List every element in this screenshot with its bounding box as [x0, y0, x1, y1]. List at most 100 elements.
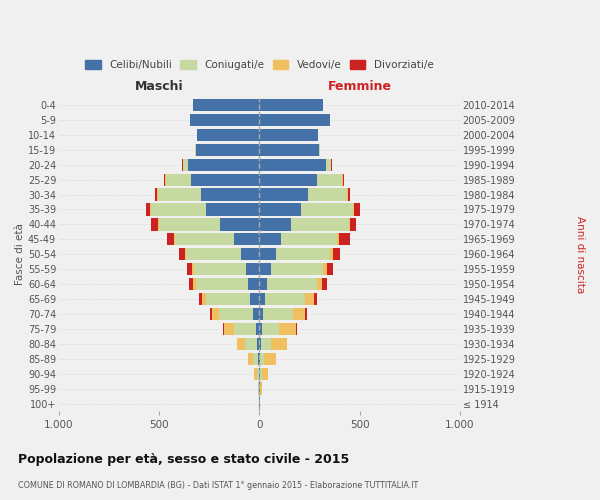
Bar — [189, 278, 193, 290]
Legend: Celibi/Nubili, Coniugati/e, Vedovi/e, Divorziati/e: Celibi/Nubili, Coniugati/e, Vedovi/e, Di… — [81, 56, 437, 74]
Bar — [329, 248, 332, 260]
Bar — [201, 188, 259, 200]
Bar — [223, 323, 224, 335]
Bar — [220, 218, 259, 230]
Bar — [185, 248, 241, 260]
Bar — [261, 338, 271, 350]
Bar — [193, 278, 196, 290]
Y-axis label: Fasce di età: Fasce di età — [15, 224, 25, 285]
Bar — [353, 204, 354, 216]
Bar — [158, 218, 220, 230]
Bar — [343, 174, 344, 186]
Bar — [259, 278, 267, 290]
Bar — [259, 382, 260, 394]
Bar — [291, 218, 349, 230]
Bar — [265, 293, 305, 305]
Bar — [151, 218, 158, 230]
Y-axis label: Anni di nascita: Anni di nascita — [575, 216, 585, 293]
Bar — [349, 218, 350, 230]
Bar — [259, 174, 317, 186]
Bar — [259, 308, 263, 320]
Bar — [179, 248, 185, 260]
Bar — [259, 128, 317, 141]
Bar — [235, 233, 259, 245]
Bar — [257, 368, 259, 380]
Bar — [257, 338, 259, 350]
Bar — [276, 248, 329, 260]
Bar — [259, 114, 329, 126]
Bar — [224, 323, 234, 335]
Bar — [197, 128, 259, 141]
Bar — [259, 338, 261, 350]
Bar — [196, 278, 248, 290]
Bar — [241, 248, 259, 260]
Bar — [166, 174, 191, 186]
Bar — [354, 204, 360, 216]
Bar — [158, 188, 201, 200]
Bar — [196, 144, 259, 156]
Bar — [347, 188, 348, 200]
Bar — [146, 204, 150, 216]
Bar — [245, 338, 257, 350]
Bar — [259, 99, 323, 111]
Bar — [305, 308, 307, 320]
Bar — [253, 352, 258, 365]
Bar — [191, 174, 259, 186]
Bar — [259, 323, 262, 335]
Bar — [256, 323, 259, 335]
Bar — [238, 338, 245, 350]
Bar — [260, 368, 262, 380]
Bar — [193, 99, 259, 111]
Bar — [350, 218, 356, 230]
Bar — [167, 233, 173, 245]
Bar — [195, 144, 196, 156]
Bar — [260, 382, 262, 394]
Bar — [332, 248, 340, 260]
Bar — [267, 278, 317, 290]
Bar — [319, 144, 320, 156]
Bar — [175, 233, 235, 245]
Bar — [259, 293, 265, 305]
Bar — [151, 204, 206, 216]
Bar — [348, 188, 350, 200]
Bar — [301, 204, 353, 216]
Bar — [293, 308, 305, 320]
Bar — [262, 323, 280, 335]
Bar — [253, 308, 259, 320]
Bar — [206, 204, 259, 216]
Bar — [337, 233, 339, 245]
Text: Femmine: Femmine — [328, 80, 392, 93]
Bar — [264, 352, 276, 365]
Bar — [308, 188, 347, 200]
Bar — [259, 248, 276, 260]
Text: COMUNE DI ROMANO DI LOMBARDIA (BG) - Dati ISTAT 1° gennaio 2015 - Elaborazione T: COMUNE DI ROMANO DI LOMBARDIA (BG) - Dat… — [18, 480, 418, 490]
Bar — [305, 293, 314, 305]
Bar — [317, 278, 322, 290]
Bar — [271, 263, 323, 276]
Bar — [202, 293, 206, 305]
Bar — [259, 233, 281, 245]
Bar — [314, 293, 317, 305]
Bar — [199, 293, 202, 305]
Bar — [322, 278, 327, 290]
Bar — [150, 204, 151, 216]
Bar — [258, 352, 259, 365]
Bar — [188, 158, 259, 171]
Bar — [259, 204, 301, 216]
Bar — [259, 144, 319, 156]
Text: Maschi: Maschi — [135, 80, 184, 93]
Bar — [206, 293, 250, 305]
Bar — [194, 263, 246, 276]
Bar — [254, 368, 257, 380]
Bar — [339, 233, 350, 245]
Bar — [164, 174, 165, 186]
Bar — [262, 368, 268, 380]
Bar — [220, 308, 253, 320]
Bar — [258, 382, 259, 394]
Bar — [259, 188, 308, 200]
Bar — [263, 308, 293, 320]
Bar — [248, 278, 259, 290]
Bar — [192, 263, 194, 276]
Bar — [323, 263, 327, 276]
Bar — [259, 368, 260, 380]
